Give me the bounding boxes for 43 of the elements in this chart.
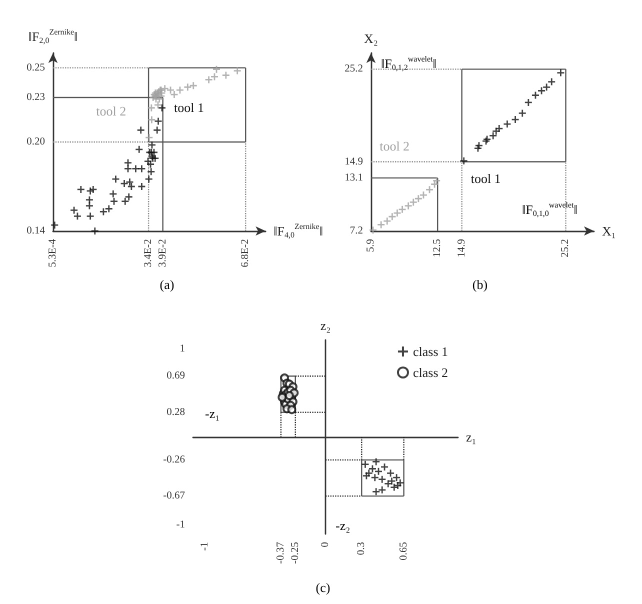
x-tick-label: -1 bbox=[200, 542, 211, 551]
x-tick-label: 25.2 bbox=[560, 239, 572, 258]
x-tick-label: 3.4E-2 bbox=[143, 239, 154, 268]
series-label: tool 1 bbox=[470, 170, 501, 186]
text: tool 2 bbox=[380, 138, 410, 154]
x-axis-title: z₁ bbox=[466, 430, 476, 444]
y-tick-label: 14.9 bbox=[344, 156, 363, 168]
y-tick-label: 0.25 bbox=[26, 62, 45, 74]
y-tick-label: -0.67 bbox=[163, 490, 185, 502]
series-label: tool 1 bbox=[174, 100, 204, 115]
text: (a) bbox=[160, 277, 174, 292]
y-tick-label: -0.26 bbox=[163, 454, 185, 466]
annotation: -z₂ bbox=[336, 518, 350, 533]
y-tick-label: -1 bbox=[176, 520, 185, 531]
x-tick-label: 12.5 bbox=[432, 239, 444, 258]
y-tick-label: 0.14 bbox=[26, 226, 46, 236]
x-tick-label: -0.25 bbox=[290, 542, 301, 564]
y-tick-label: 7.2 bbox=[350, 226, 363, 236]
x-tick-label: 0.3 bbox=[356, 542, 368, 556]
x-tick-label: 14.9 bbox=[456, 239, 468, 258]
y-tick-label: 13.1 bbox=[344, 172, 363, 184]
text: (c) bbox=[316, 580, 330, 595]
y-tick-label: 0.28 bbox=[166, 406, 185, 418]
x-tick-label: 5.9 bbox=[366, 239, 376, 252]
series-label: tool 2 bbox=[96, 104, 126, 119]
y-axis-title: z₂ bbox=[320, 318, 331, 333]
x-tick-label: -0.37 bbox=[275, 542, 286, 564]
annotation: -z₁ bbox=[205, 406, 220, 421]
y-tick-label: 25.2 bbox=[344, 64, 363, 75]
y-axis-title: X₂ bbox=[364, 31, 378, 46]
x-tick-label: 3.9E-2 bbox=[157, 239, 168, 268]
y-tick-label: 1 bbox=[180, 343, 185, 354]
y-tick-label: 0.69 bbox=[166, 370, 185, 382]
y-tick-label: 0.20 bbox=[26, 136, 45, 148]
text: (b) bbox=[472, 277, 488, 292]
x-tick-label: 0 bbox=[320, 542, 331, 548]
x-axis-title: X₁ bbox=[602, 224, 616, 238]
legend-label: class 1 bbox=[412, 344, 448, 359]
legend-label: class 2 bbox=[412, 365, 448, 380]
x-tick-label: 6.8E-2 bbox=[240, 239, 252, 268]
x-tick-label: 0.65 bbox=[398, 542, 410, 560]
y-tick-label: 0.23 bbox=[26, 92, 45, 103]
x-tick-label: 5.3E-4 bbox=[48, 238, 58, 268]
